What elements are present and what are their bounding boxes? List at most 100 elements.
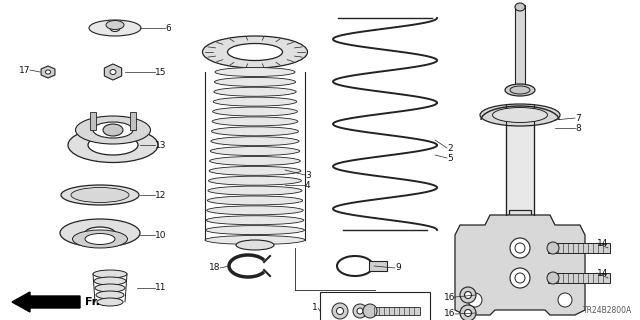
Ellipse shape — [493, 108, 547, 123]
Ellipse shape — [60, 219, 140, 247]
Ellipse shape — [357, 308, 363, 314]
Bar — [548, 273, 610, 283]
Ellipse shape — [515, 3, 525, 11]
Ellipse shape — [103, 124, 123, 136]
Ellipse shape — [207, 196, 303, 205]
Ellipse shape — [80, 190, 120, 200]
Ellipse shape — [110, 69, 116, 75]
Text: 16: 16 — [444, 309, 455, 318]
Text: 9: 9 — [395, 263, 401, 273]
Ellipse shape — [110, 25, 120, 31]
Ellipse shape — [94, 277, 126, 285]
Ellipse shape — [97, 298, 123, 306]
Text: 17: 17 — [19, 66, 30, 75]
Bar — [320, 292, 430, 320]
Ellipse shape — [205, 226, 305, 235]
Ellipse shape — [76, 116, 150, 144]
Ellipse shape — [209, 166, 301, 175]
Text: 13: 13 — [155, 140, 166, 149]
Text: 1: 1 — [312, 303, 318, 313]
Ellipse shape — [85, 234, 115, 244]
Ellipse shape — [212, 107, 298, 116]
Text: 2: 2 — [447, 143, 452, 153]
Text: 8: 8 — [575, 124, 580, 132]
Text: 18: 18 — [209, 263, 220, 273]
Text: 11: 11 — [155, 284, 166, 292]
Ellipse shape — [202, 36, 307, 68]
Ellipse shape — [353, 304, 367, 318]
Text: 7: 7 — [575, 114, 580, 123]
Ellipse shape — [460, 305, 476, 320]
Polygon shape — [455, 215, 585, 315]
Ellipse shape — [510, 238, 530, 258]
Ellipse shape — [93, 270, 127, 278]
Text: 5: 5 — [447, 154, 452, 163]
Text: 14: 14 — [597, 238, 609, 247]
Ellipse shape — [209, 176, 301, 185]
Text: TR24B2800A: TR24B2800A — [583, 306, 632, 315]
Ellipse shape — [547, 272, 559, 284]
Text: 12: 12 — [155, 190, 166, 199]
Ellipse shape — [210, 156, 300, 165]
Polygon shape — [104, 64, 122, 80]
Text: 10: 10 — [155, 230, 166, 239]
Ellipse shape — [510, 86, 530, 94]
Text: 16: 16 — [444, 292, 455, 301]
Ellipse shape — [96, 291, 124, 299]
Bar — [368, 307, 420, 315]
Polygon shape — [41, 66, 55, 78]
Ellipse shape — [208, 186, 302, 195]
Ellipse shape — [215, 68, 295, 76]
Text: 4: 4 — [305, 180, 310, 189]
Ellipse shape — [207, 206, 303, 215]
Ellipse shape — [85, 227, 115, 239]
Bar — [90, 112, 96, 130]
Bar — [506, 105, 534, 215]
Ellipse shape — [95, 284, 125, 292]
Ellipse shape — [205, 236, 305, 244]
Ellipse shape — [72, 230, 127, 248]
Ellipse shape — [480, 104, 560, 126]
Ellipse shape — [337, 308, 344, 315]
Ellipse shape — [363, 304, 377, 318]
Ellipse shape — [89, 20, 141, 36]
Ellipse shape — [515, 243, 525, 253]
Bar — [548, 243, 610, 253]
Ellipse shape — [106, 20, 124, 29]
Bar — [509, 210, 531, 245]
Text: Fr.: Fr. — [85, 297, 100, 307]
Ellipse shape — [214, 87, 296, 96]
Ellipse shape — [227, 44, 282, 60]
Ellipse shape — [468, 293, 482, 307]
Ellipse shape — [211, 127, 298, 136]
Ellipse shape — [236, 240, 274, 250]
Ellipse shape — [211, 137, 299, 146]
Bar — [515, 5, 525, 90]
FancyArrow shape — [12, 292, 80, 312]
Ellipse shape — [460, 287, 476, 303]
Ellipse shape — [510, 268, 530, 288]
Ellipse shape — [214, 77, 296, 86]
Ellipse shape — [558, 293, 572, 307]
Ellipse shape — [61, 185, 139, 205]
Ellipse shape — [45, 70, 51, 74]
Ellipse shape — [211, 147, 300, 156]
Text: 14: 14 — [597, 268, 609, 277]
Text: 6: 6 — [165, 23, 171, 33]
Ellipse shape — [93, 122, 133, 138]
Text: 15: 15 — [155, 68, 166, 76]
Ellipse shape — [515, 273, 525, 283]
Bar — [130, 112, 136, 130]
Ellipse shape — [71, 188, 129, 203]
Ellipse shape — [332, 303, 348, 319]
Ellipse shape — [465, 309, 472, 316]
Ellipse shape — [547, 242, 559, 254]
Ellipse shape — [88, 135, 138, 155]
Ellipse shape — [505, 84, 535, 96]
Bar — [369, 261, 387, 271]
Ellipse shape — [213, 97, 297, 106]
Text: 3: 3 — [305, 171, 311, 180]
Ellipse shape — [212, 117, 298, 126]
Ellipse shape — [68, 127, 158, 163]
Ellipse shape — [206, 216, 304, 225]
